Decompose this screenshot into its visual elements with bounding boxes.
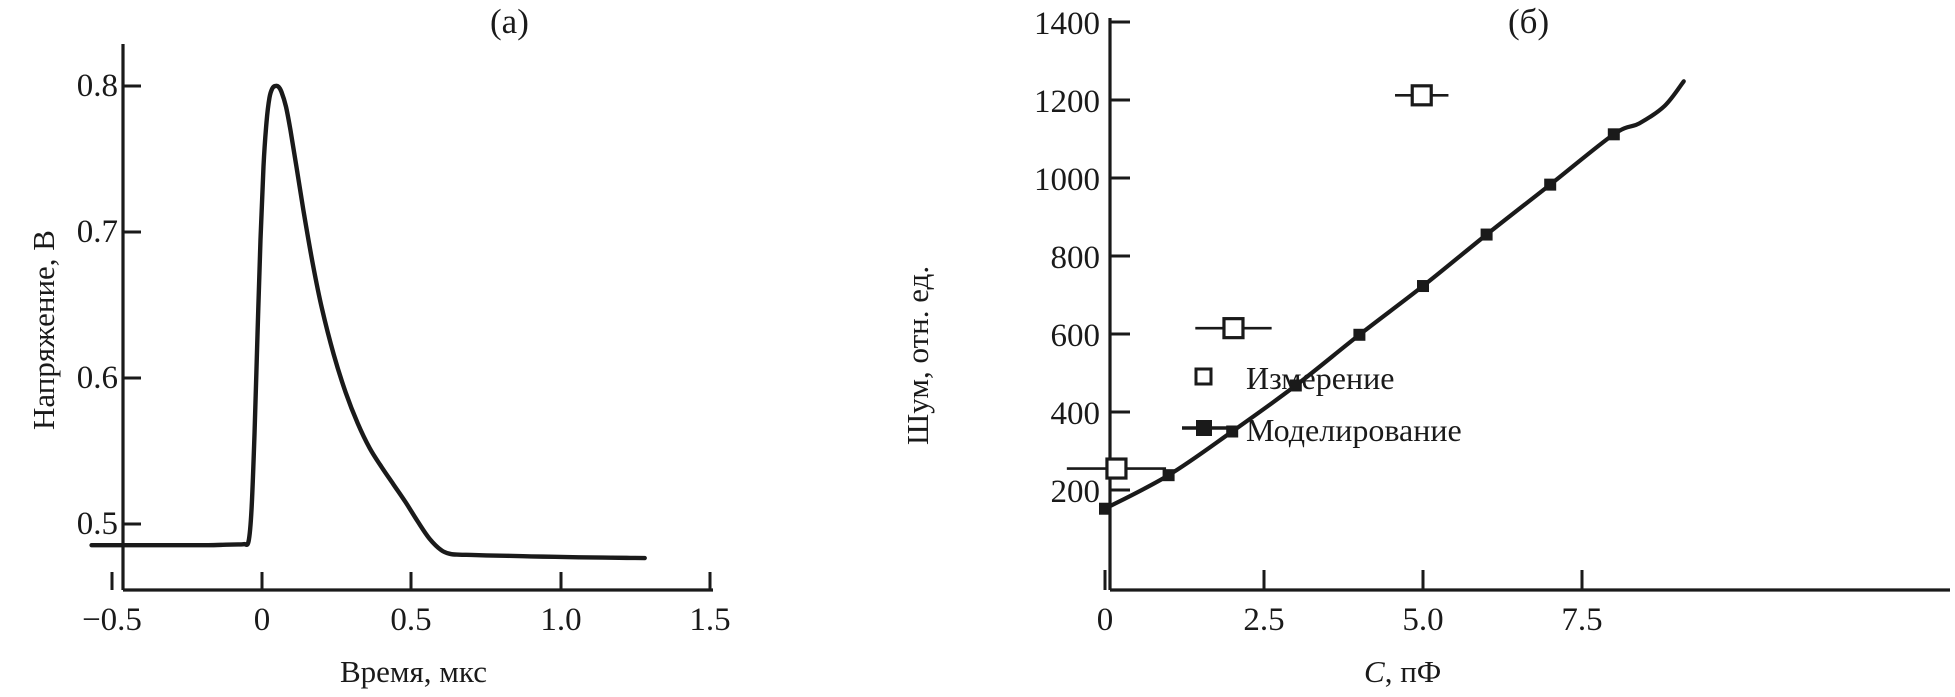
panel-a-voltage-pulse-curve [89, 83, 647, 561]
legend-marker-line-filled-square [1182, 420, 1228, 436]
panel-b-ytick-3: 800 [1050, 240, 1101, 276]
panel-a-xtick-0: −0.5 [82, 602, 142, 638]
panel-a-ytick-2: 0.6 [76, 360, 118, 396]
panel-b-simulation-markers [1099, 128, 1620, 515]
panel-a-xtick-3: 1.0 [540, 602, 582, 638]
panel-b-x-axis-units: , пФ [1384, 654, 1442, 689]
panel-b-y-ticks [1110, 20, 1130, 492]
panel-b-simulation-curve [1102, 79, 1686, 511]
simulation-point [1480, 228, 1493, 241]
panel-b: (б) Шум, отн. ед. 1400 1200 1000 800 600… [790, 0, 1955, 697]
panel-b-x-axis-title: C, пФ [1364, 656, 1441, 687]
panel-b-x-axis-symbol: C [1364, 654, 1385, 689]
panel-b-ytick-6: 200 [1050, 474, 1101, 510]
panel-a-ytick-1: 0.7 [76, 214, 118, 250]
panel-b-label: (б) [1508, 2, 1550, 41]
panel-b-ytick-2: 1000 [1034, 162, 1100, 198]
panel-a-xtick-1: 0 [253, 602, 271, 638]
simulation-point [1544, 178, 1557, 191]
panel-b-ytick-5: 400 [1050, 396, 1101, 432]
simulation-point [1607, 128, 1620, 141]
panel-a-label: (а) [490, 2, 529, 41]
legend-label-simulation: Моделирование [1246, 412, 1462, 448]
panel-b-ytick-1: 1200 [1034, 84, 1100, 120]
panel-b-ytick-4: 600 [1050, 318, 1101, 354]
measurement-point [1395, 84, 1449, 107]
panel-b-x-ticks [1103, 570, 1584, 590]
panel-a-xtick-2: 0.5 [390, 602, 432, 638]
legend-marker-open-square [1194, 367, 1213, 386]
panel-a-y-ticks [123, 84, 141, 526]
panel-a-plot-area [89, 44, 713, 592]
measurement-point [1066, 457, 1167, 480]
measurement-point [1195, 317, 1272, 340]
panel-a-x-axis-title: Время, мкс [340, 654, 487, 689]
panel-b-xtick-1: 2.5 [1243, 602, 1285, 638]
measurement-open-square [1410, 84, 1433, 107]
simulation-point [1353, 328, 1366, 341]
simulation-point [1099, 502, 1111, 515]
simulation-point [1162, 469, 1175, 482]
panel-b-xtick-0: 0 [1096, 602, 1114, 638]
simulation-point [1226, 425, 1239, 438]
panel-b-xtick-3: 7.5 [1561, 602, 1603, 638]
panel-a-ytick-0: 0.8 [76, 68, 118, 104]
panel-a-xtick-4: 1.5 [689, 602, 731, 638]
panel-b-xtick-2: 5.0 [1402, 602, 1444, 638]
measurement-open-square [1222, 317, 1245, 340]
panel-a: (а) Напряжение, В 0.8 0.7 0.6 0.5 −0.5 0… [0, 0, 790, 697]
panel-b-ytick-0: 1400 [1034, 6, 1100, 42]
measurement-open-square [1105, 457, 1128, 480]
panel-b-measurement-markers [1066, 84, 1449, 480]
panel-a-x-ticks [110, 572, 712, 590]
simulation-point [1289, 379, 1302, 392]
panel-b-plot-area [1066, 18, 1950, 592]
panel-a-ytick-3: 0.5 [76, 506, 118, 542]
simulation-point [1417, 280, 1429, 293]
